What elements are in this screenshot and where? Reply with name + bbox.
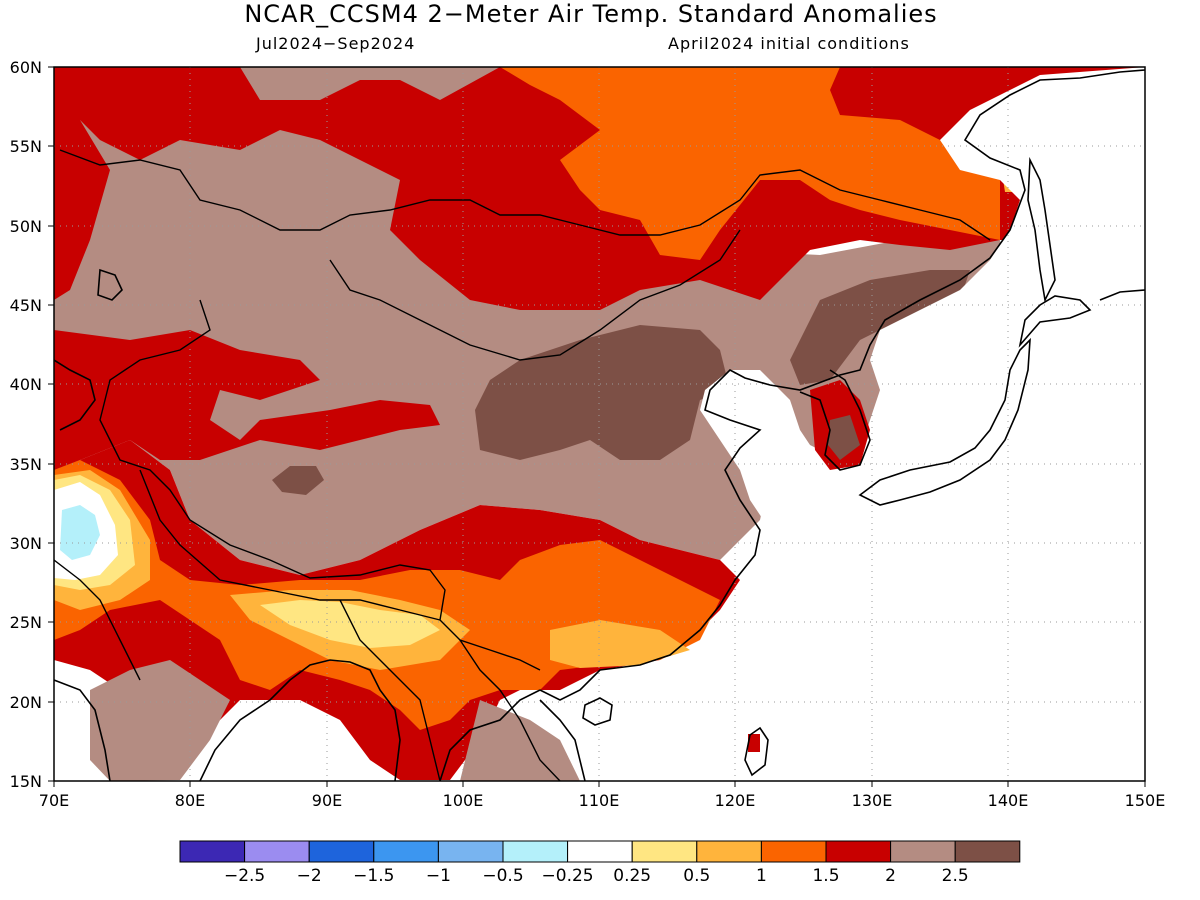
ocean-mask bbox=[700, 67, 1145, 781]
lon-label: 150E bbox=[1125, 791, 1166, 810]
colorbar-swatch bbox=[437, 840, 504, 863]
lat-label: 30N bbox=[10, 534, 42, 553]
coastline-japan-honshu bbox=[858, 337, 1031, 506]
country-borders bbox=[54, 149, 991, 781]
lat-label: 40N bbox=[10, 375, 42, 394]
coastline-kamchatka bbox=[1099, 289, 1145, 301]
colorbar-swatch bbox=[825, 840, 892, 863]
lon-label: 100E bbox=[443, 791, 484, 810]
forecast-period: Jul2024−Sep2024 bbox=[256, 34, 416, 53]
coastline-hainan bbox=[582, 697, 613, 726]
colorbar-label: −2.5 bbox=[224, 866, 265, 886]
colorbar-swatch bbox=[567, 840, 633, 863]
lat-label: 20N bbox=[10, 693, 42, 712]
lon-label: 80E bbox=[175, 791, 205, 810]
lon-label: 120E bbox=[715, 791, 756, 810]
gridlines bbox=[54, 67, 1145, 781]
colorbar-swatch bbox=[308, 840, 375, 863]
anomaly-region-above2.5-east bbox=[475, 325, 730, 460]
colorbar-swatch bbox=[179, 840, 246, 863]
coastline-indochina bbox=[439, 689, 586, 781]
colorbar: −2.5 −2 −1.5 −1 −0.5 −0.25 0.25 0.5 1 1.5 2 2.5 bbox=[179, 840, 1021, 886]
coastline-japan-hokkaido bbox=[1018, 295, 1092, 348]
colorbar-label: −0.5 bbox=[482, 866, 523, 886]
anomaly-region-south-orange bbox=[54, 460, 720, 730]
latitude-labels: 60N 55N 50N 45N 40N 35N 30N 25N 20N 15N bbox=[10, 58, 42, 791]
lon-label: 70E bbox=[39, 791, 69, 810]
lat-label: 60N bbox=[10, 58, 42, 77]
colorbar-swatch bbox=[244, 840, 310, 863]
lat-label: 35N bbox=[10, 455, 42, 474]
anomaly-region-above2.5-tibet bbox=[272, 466, 324, 495]
colorbar-swatch bbox=[760, 840, 827, 863]
colorbar-label: 1.5 bbox=[812, 866, 839, 886]
coastline-china-east bbox=[539, 69, 1145, 701]
initial-conditions: April2024 initial conditions bbox=[668, 34, 910, 53]
anomaly-region-0.25to0.5 bbox=[54, 475, 440, 648]
colorbar-swatch bbox=[696, 840, 762, 863]
colorbar-label: 2.5 bbox=[942, 866, 969, 886]
axis-ticks bbox=[48, 66, 1146, 787]
anomaly-region-indochina-brown bbox=[460, 700, 580, 781]
lat-label: 50N bbox=[10, 217, 42, 236]
colorbar-label: −1.5 bbox=[353, 866, 394, 886]
border-himalaya bbox=[139, 469, 441, 621]
longitude-labels: 70E 80E 90E 100E 110E 120E 130E 140E 150… bbox=[39, 791, 1166, 810]
coastline-taiwan bbox=[744, 726, 769, 777]
colorbar-label: 2 bbox=[885, 866, 896, 886]
colorbar-label: −1 bbox=[426, 866, 451, 886]
colorbar-swatch bbox=[890, 840, 956, 863]
colorbar-label: 0.25 bbox=[613, 866, 651, 886]
lat-label: 25N bbox=[10, 613, 42, 632]
anomaly-region-india-brown bbox=[90, 660, 230, 781]
colorbar-swatch bbox=[631, 840, 698, 863]
lat-label: 55N bbox=[10, 137, 42, 156]
border-south-asia bbox=[54, 559, 561, 781]
anomaly-field bbox=[54, 67, 1145, 781]
colorbar-label: −0.25 bbox=[542, 866, 594, 886]
coastline-korea bbox=[799, 369, 871, 471]
lon-label: 130E bbox=[852, 791, 893, 810]
colorbar-swatch bbox=[954, 840, 1021, 863]
coastline-sakhalin bbox=[1027, 156, 1056, 303]
colorbar-label: −2 bbox=[297, 866, 322, 886]
anomaly-region-west-red bbox=[54, 67, 110, 300]
colorbar-label: 1 bbox=[756, 866, 767, 886]
coastline-india bbox=[54, 659, 401, 781]
lon-label: 90E bbox=[312, 791, 342, 810]
border-mongolia-china bbox=[329, 229, 741, 361]
border-russia-mongolia-china bbox=[59, 149, 991, 241]
colorbar-label: 0.5 bbox=[683, 866, 710, 886]
coastline-caspian-aral bbox=[54, 268, 123, 431]
coastlines bbox=[54, 69, 1145, 781]
lon-label: 110E bbox=[579, 791, 620, 810]
lon-label: 140E bbox=[988, 791, 1029, 810]
anomaly-region-korea-brown bbox=[828, 415, 860, 460]
anomaly-region-0.25to0.5-pos bbox=[60, 505, 100, 560]
anomaly-region-central-red bbox=[54, 330, 440, 470]
lat-label: 15N bbox=[10, 772, 42, 791]
colorbar-swatch bbox=[373, 840, 439, 863]
border-china-west bbox=[99, 299, 541, 671]
map-title: NCAR_CCSM4 2−Meter Air Temp. Standard An… bbox=[244, 0, 938, 28]
lat-label: 45N bbox=[10, 296, 42, 315]
anomaly-region-north-orange bbox=[500, 67, 1000, 260]
colorbar-swatch bbox=[502, 840, 569, 863]
